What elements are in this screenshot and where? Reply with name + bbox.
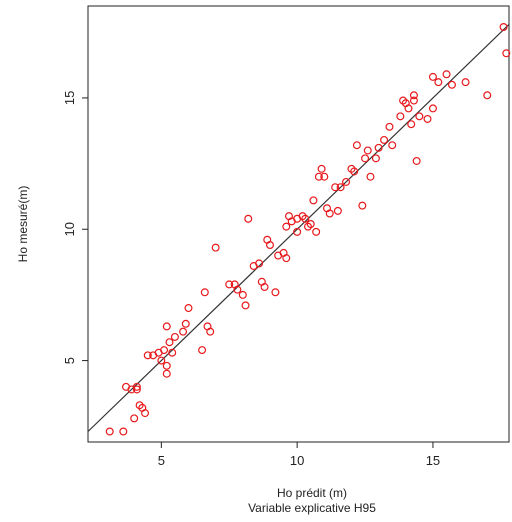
data-point — [265, 241, 274, 250]
data-point — [366, 172, 375, 181]
y-tick-label: 10 — [62, 222, 77, 236]
data-point — [225, 280, 234, 289]
data-point — [157, 356, 166, 365]
data-point — [409, 91, 418, 100]
data-point — [130, 414, 139, 423]
data-point — [293, 227, 302, 236]
data-point — [309, 196, 318, 205]
x-axis-subtitle: Variable explicative H95 — [248, 501, 376, 515]
data-point — [184, 304, 193, 313]
y-axis-title: Ho mesuré(m) — [16, 186, 30, 263]
data-point — [179, 327, 188, 336]
data-point — [314, 172, 323, 181]
data-point — [415, 112, 424, 121]
regression-line — [87, 23, 510, 432]
data-point — [271, 288, 280, 297]
data-point — [374, 143, 383, 152]
data-point — [350, 167, 359, 176]
data-point — [132, 382, 141, 391]
data-point — [238, 290, 247, 299]
data-point — [160, 346, 169, 355]
x-tick-label: 10 — [290, 453, 304, 468]
data-point — [483, 91, 492, 100]
data-point — [434, 78, 443, 87]
x-tick-label: 5 — [158, 453, 165, 468]
data-point — [105, 427, 114, 436]
data-point — [306, 220, 315, 229]
data-point — [333, 206, 342, 215]
data-point — [407, 120, 416, 129]
y-tick-label: 5 — [62, 357, 77, 364]
data-point — [143, 351, 152, 360]
data-point — [141, 409, 150, 418]
data-point — [132, 385, 141, 394]
data-point — [320, 172, 329, 181]
plot-frame — [87, 5, 510, 443]
data-point — [461, 78, 470, 87]
data-point — [502, 49, 511, 58]
data-point — [380, 135, 389, 144]
data-point — [352, 141, 361, 150]
data-point — [358, 201, 367, 210]
data-point — [170, 332, 179, 341]
x-axis: 5 10 15 — [158, 442, 440, 468]
data-point — [304, 222, 313, 231]
data-point — [165, 338, 174, 347]
data-point — [135, 401, 144, 410]
data-point — [200, 288, 209, 297]
data-point — [162, 369, 171, 378]
y-tick-label: 15 — [62, 91, 77, 105]
data-point — [168, 348, 177, 357]
data-point — [255, 259, 264, 268]
data-point — [331, 183, 340, 192]
data-point — [442, 70, 451, 79]
data-point — [385, 122, 394, 131]
data-point — [301, 214, 310, 223]
data-point — [361, 154, 370, 163]
data-point — [499, 23, 508, 32]
data-point — [388, 141, 397, 150]
data-point — [409, 96, 418, 105]
data-point — [206, 327, 215, 336]
data-points — [105, 23, 511, 436]
data-point — [282, 254, 291, 263]
data-point — [241, 301, 250, 310]
data-point — [399, 96, 408, 105]
data-point — [428, 104, 437, 113]
data-point — [162, 361, 171, 370]
data-point — [312, 227, 321, 236]
data-point — [317, 164, 326, 173]
data-point — [447, 80, 456, 89]
data-point — [282, 222, 291, 231]
data-point — [325, 209, 334, 218]
data-point — [244, 214, 253, 223]
data-point — [423, 114, 432, 123]
data-point — [336, 183, 345, 192]
data-point — [371, 154, 380, 163]
x-tick-label: 15 — [426, 453, 440, 468]
x-axis-title: Ho prédit (m) — [277, 486, 347, 500]
data-point — [428, 72, 437, 81]
data-point — [198, 346, 207, 355]
data-point — [363, 146, 372, 155]
y-axis: 5 10 15 — [62, 91, 88, 364]
data-point — [162, 322, 171, 331]
data-point — [412, 156, 421, 165]
data-point — [298, 212, 307, 221]
data-point — [404, 104, 413, 113]
data-point — [342, 177, 351, 186]
data-point — [233, 285, 242, 294]
data-point — [119, 427, 128, 436]
data-point — [396, 112, 405, 121]
data-point — [347, 164, 356, 173]
data-point — [211, 243, 220, 252]
data-point — [260, 283, 269, 292]
data-point — [181, 319, 190, 328]
